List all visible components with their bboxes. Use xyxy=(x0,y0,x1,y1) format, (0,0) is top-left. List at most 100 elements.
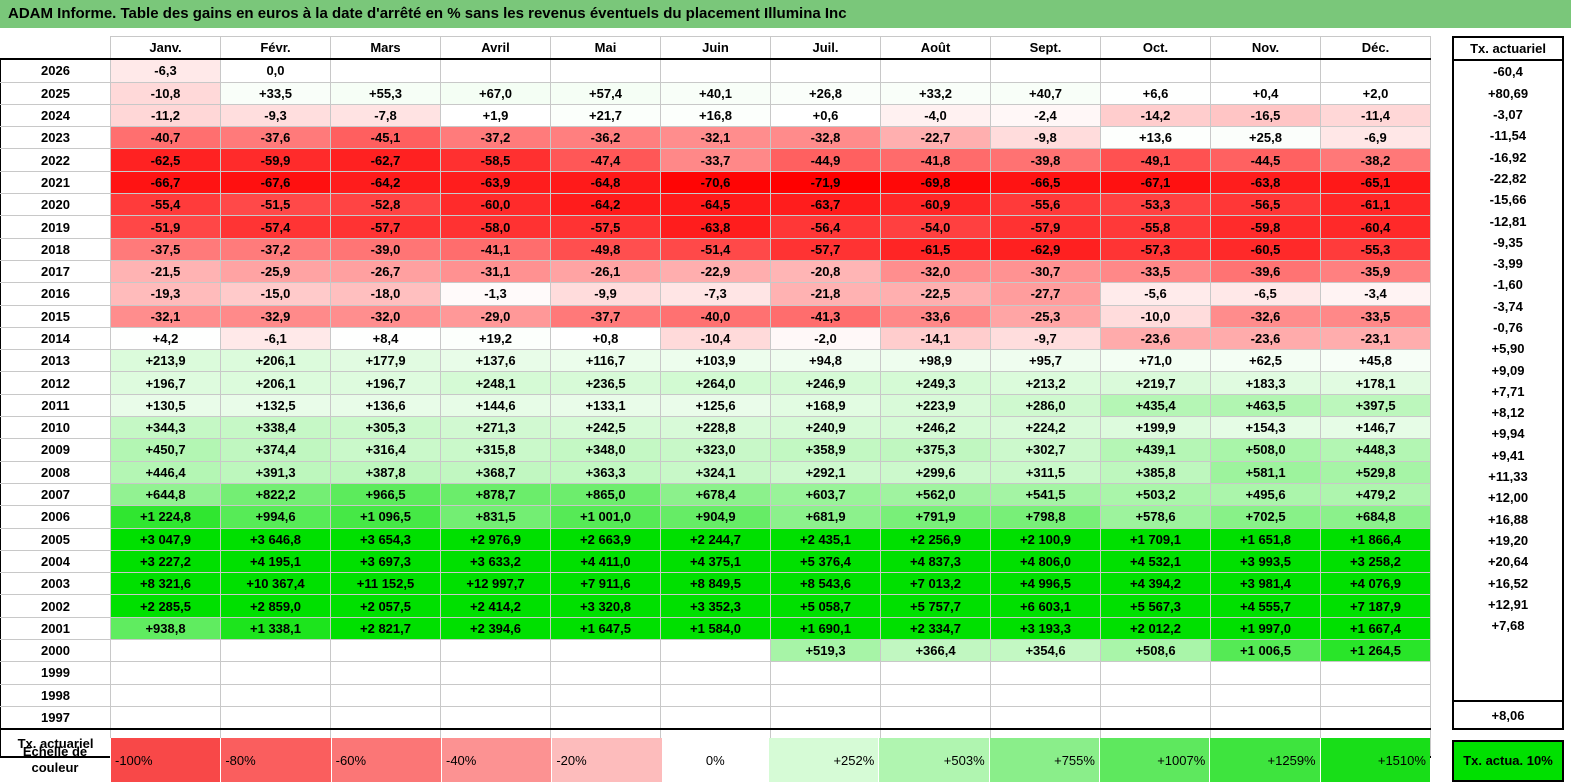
gain-cell xyxy=(330,661,441,685)
gain-cell xyxy=(330,639,441,663)
gain-cell: +2 012,2 xyxy=(1100,616,1211,641)
gain-cell: +249,3 xyxy=(880,371,991,395)
gain-cell: +71,0 xyxy=(1100,349,1211,373)
gain-cell: +62,5 xyxy=(1210,349,1321,373)
gain-cell: +4 076,9 xyxy=(1320,572,1431,596)
gain-cell: +348,0 xyxy=(550,438,661,462)
gain-cell: +508,0 xyxy=(1210,438,1321,462)
gain-cell: +1 647,5 xyxy=(550,616,661,641)
legend-swatch: +503% xyxy=(878,738,989,782)
gain-cell: +3 227,2 xyxy=(110,549,221,574)
gain-cell: -33,5 xyxy=(1320,304,1431,328)
month-header: Déc. xyxy=(1320,36,1431,61)
rate-cell: +7,71 xyxy=(1452,380,1564,403)
gain-cell: -51,5 xyxy=(220,193,331,217)
gain-cell: +13,6 xyxy=(1100,126,1211,150)
year-label: 2018 xyxy=(0,237,111,261)
month-header: Avril xyxy=(440,36,551,61)
gain-cell: -55,4 xyxy=(110,193,221,217)
gain-cell: +3 646,8 xyxy=(220,527,331,551)
gain-cell: +1 224,8 xyxy=(110,505,221,529)
gain-cell: -23,6 xyxy=(1100,326,1211,351)
gain-cell: +10 367,4 xyxy=(220,572,331,596)
legend-swatch: -20% xyxy=(551,738,662,782)
gain-cell xyxy=(660,639,771,663)
gain-cell: +878,7 xyxy=(440,482,551,507)
rate-cell: -3,07 xyxy=(1452,103,1564,126)
gain-cell: +5 567,3 xyxy=(1100,594,1211,618)
gain-cell: +3 633,2 xyxy=(440,549,551,574)
gain-cell: +678,4 xyxy=(660,482,771,507)
gain-cell: +495,6 xyxy=(1210,482,1321,507)
gain-cell: +904,9 xyxy=(660,505,771,529)
gain-cell xyxy=(1320,705,1431,730)
gain-cell: +0,8 xyxy=(550,326,661,351)
rate-cell: +9,41 xyxy=(1452,444,1564,466)
year-label: 2007 xyxy=(0,482,111,507)
gain-cell: +146,7 xyxy=(1320,416,1431,440)
gain-cell: -56,4 xyxy=(770,215,881,239)
gain-cell: +240,9 xyxy=(770,416,881,440)
gain-cell: +363,3 xyxy=(550,460,661,484)
gain-cell xyxy=(330,58,441,83)
gain-cell: +938,8 xyxy=(110,616,221,641)
month-header: Juin xyxy=(660,36,771,61)
gain-cell: +19,2 xyxy=(440,326,551,351)
gain-cell: -60,0 xyxy=(440,193,551,217)
gain-cell: +2 285,5 xyxy=(110,594,221,618)
rate-cell: +9,09 xyxy=(1452,359,1564,381)
gain-cell xyxy=(440,639,551,663)
gain-cell xyxy=(1210,661,1321,685)
gain-cell: -5,6 xyxy=(1100,282,1211,306)
year-label: 2020 xyxy=(0,193,111,217)
gain-cell: -64,2 xyxy=(550,193,661,217)
gain-cell: +994,6 xyxy=(220,505,331,529)
month-header-row: Janv. Févr. Mars Avril Mai Juin Juil. Août Sept.… xyxy=(0,36,1431,61)
gain-cell: -41,3 xyxy=(770,304,881,328)
gain-cell xyxy=(990,58,1101,83)
gain-cell: +144,6 xyxy=(440,393,551,418)
gain-cell: +133,1 xyxy=(550,393,661,418)
gain-cell: -9,7 xyxy=(990,326,1101,351)
year-label: 2004 xyxy=(0,549,111,574)
rate-cell: +8,06 xyxy=(1452,700,1564,731)
gain-cell: +45,8 xyxy=(1320,349,1431,373)
legend-label: Echelle de couleur xyxy=(22,744,88,775)
gain-cell: +3 193,3 xyxy=(990,616,1101,641)
gain-cell: +4 806,0 xyxy=(990,549,1101,574)
gain-cell: +374,4 xyxy=(220,438,331,462)
gain-cell: -71,9 xyxy=(770,170,881,195)
gain-cell: +375,3 xyxy=(880,438,991,462)
legend-swatch: +1007% xyxy=(1098,738,1210,782)
gain-cell: +8 543,6 xyxy=(770,572,881,596)
gain-cell: +8,4 xyxy=(330,326,441,351)
month-header: Janv. xyxy=(110,36,221,61)
gain-cell xyxy=(660,661,771,685)
gain-cell: -41,1 xyxy=(440,237,551,261)
gain-cell: +391,3 xyxy=(220,460,331,484)
gain-cell: +6,6 xyxy=(1100,81,1211,105)
gain-cell: -33,5 xyxy=(1100,259,1211,284)
gain-cell: +3 258,2 xyxy=(1320,549,1431,574)
gain-cell: +2 414,2 xyxy=(440,594,551,618)
gain-cell: +286,0 xyxy=(990,393,1101,418)
year-label: 2011 xyxy=(0,393,111,418)
gain-cell: +16,8 xyxy=(660,103,771,128)
gain-cell: +541,5 xyxy=(990,482,1101,507)
gain-cell: +435,4 xyxy=(1100,393,1211,418)
gain-cell: +271,3 xyxy=(440,416,551,440)
rate-cell: +7,68 xyxy=(1452,615,1564,637)
gain-cell: +1 264,5 xyxy=(1320,639,1431,663)
gain-cell: -52,8 xyxy=(330,193,441,217)
gain-cell: -67,6 xyxy=(220,170,331,195)
gain-cell: -57,3 xyxy=(1100,237,1211,261)
gain-cell: -63,9 xyxy=(440,170,551,195)
gain-cell xyxy=(220,683,331,707)
gain-cell: -6,5 xyxy=(1210,282,1321,306)
gain-cell: +236,5 xyxy=(550,371,661,395)
gain-cell: +831,5 xyxy=(440,505,551,529)
month-header: Mars xyxy=(330,36,441,61)
gain-cell: -2,4 xyxy=(990,103,1101,128)
gain-cell: +40,7 xyxy=(990,81,1101,105)
year-label: 2003 xyxy=(0,572,111,596)
